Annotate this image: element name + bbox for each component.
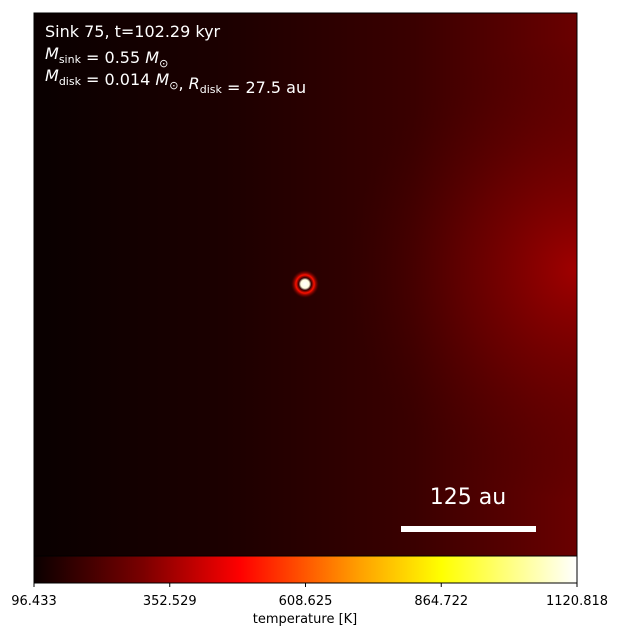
tick-label: 608.625 (279, 594, 333, 609)
annotation-subscript: ⊙ (169, 79, 178, 92)
annotation-text: Sink 75, t=102.29 kyr (45, 22, 221, 41)
annotation-text: = 0.55 (81, 48, 145, 67)
tick-label: 1120.818 (546, 594, 608, 609)
tick-label: 352.529 (143, 594, 197, 609)
annotation-text: = 27.5 au (222, 78, 306, 97)
scale-bar-label: 125 au (430, 485, 506, 510)
colorbar (33, 555, 578, 584)
annotation-text: M (145, 48, 159, 67)
annotation-text: M (155, 70, 169, 89)
scale-bar (401, 526, 536, 532)
annotation-line: Msink = 0.55 M⊙ (45, 44, 168, 70)
annotation-subscript: sink (59, 53, 82, 66)
annotation-text: M (45, 66, 59, 85)
annotation-subscript: ⊙ (159, 57, 168, 70)
annotation-text: R (189, 74, 200, 93)
tick-label: 864.722 (414, 594, 468, 609)
annotation-line: Sink 75, t=102.29 kyr (45, 22, 221, 41)
temperature-map: 125 au (33, 12, 578, 557)
sink (291, 270, 319, 298)
annotation-subscript: disk (200, 83, 223, 96)
colorbar-label: temperature [K] (253, 612, 358, 627)
annotation-text: = 0.014 (81, 70, 155, 89)
annotation-line: Mdisk = 0.014 M⊙, Rdisk = 27.5 au (45, 66, 306, 97)
annotation-subscript: disk (59, 75, 82, 88)
tick-label: 96.433 (11, 594, 57, 609)
annotation-text: M (45, 44, 59, 63)
annotation-text: , (178, 74, 188, 93)
